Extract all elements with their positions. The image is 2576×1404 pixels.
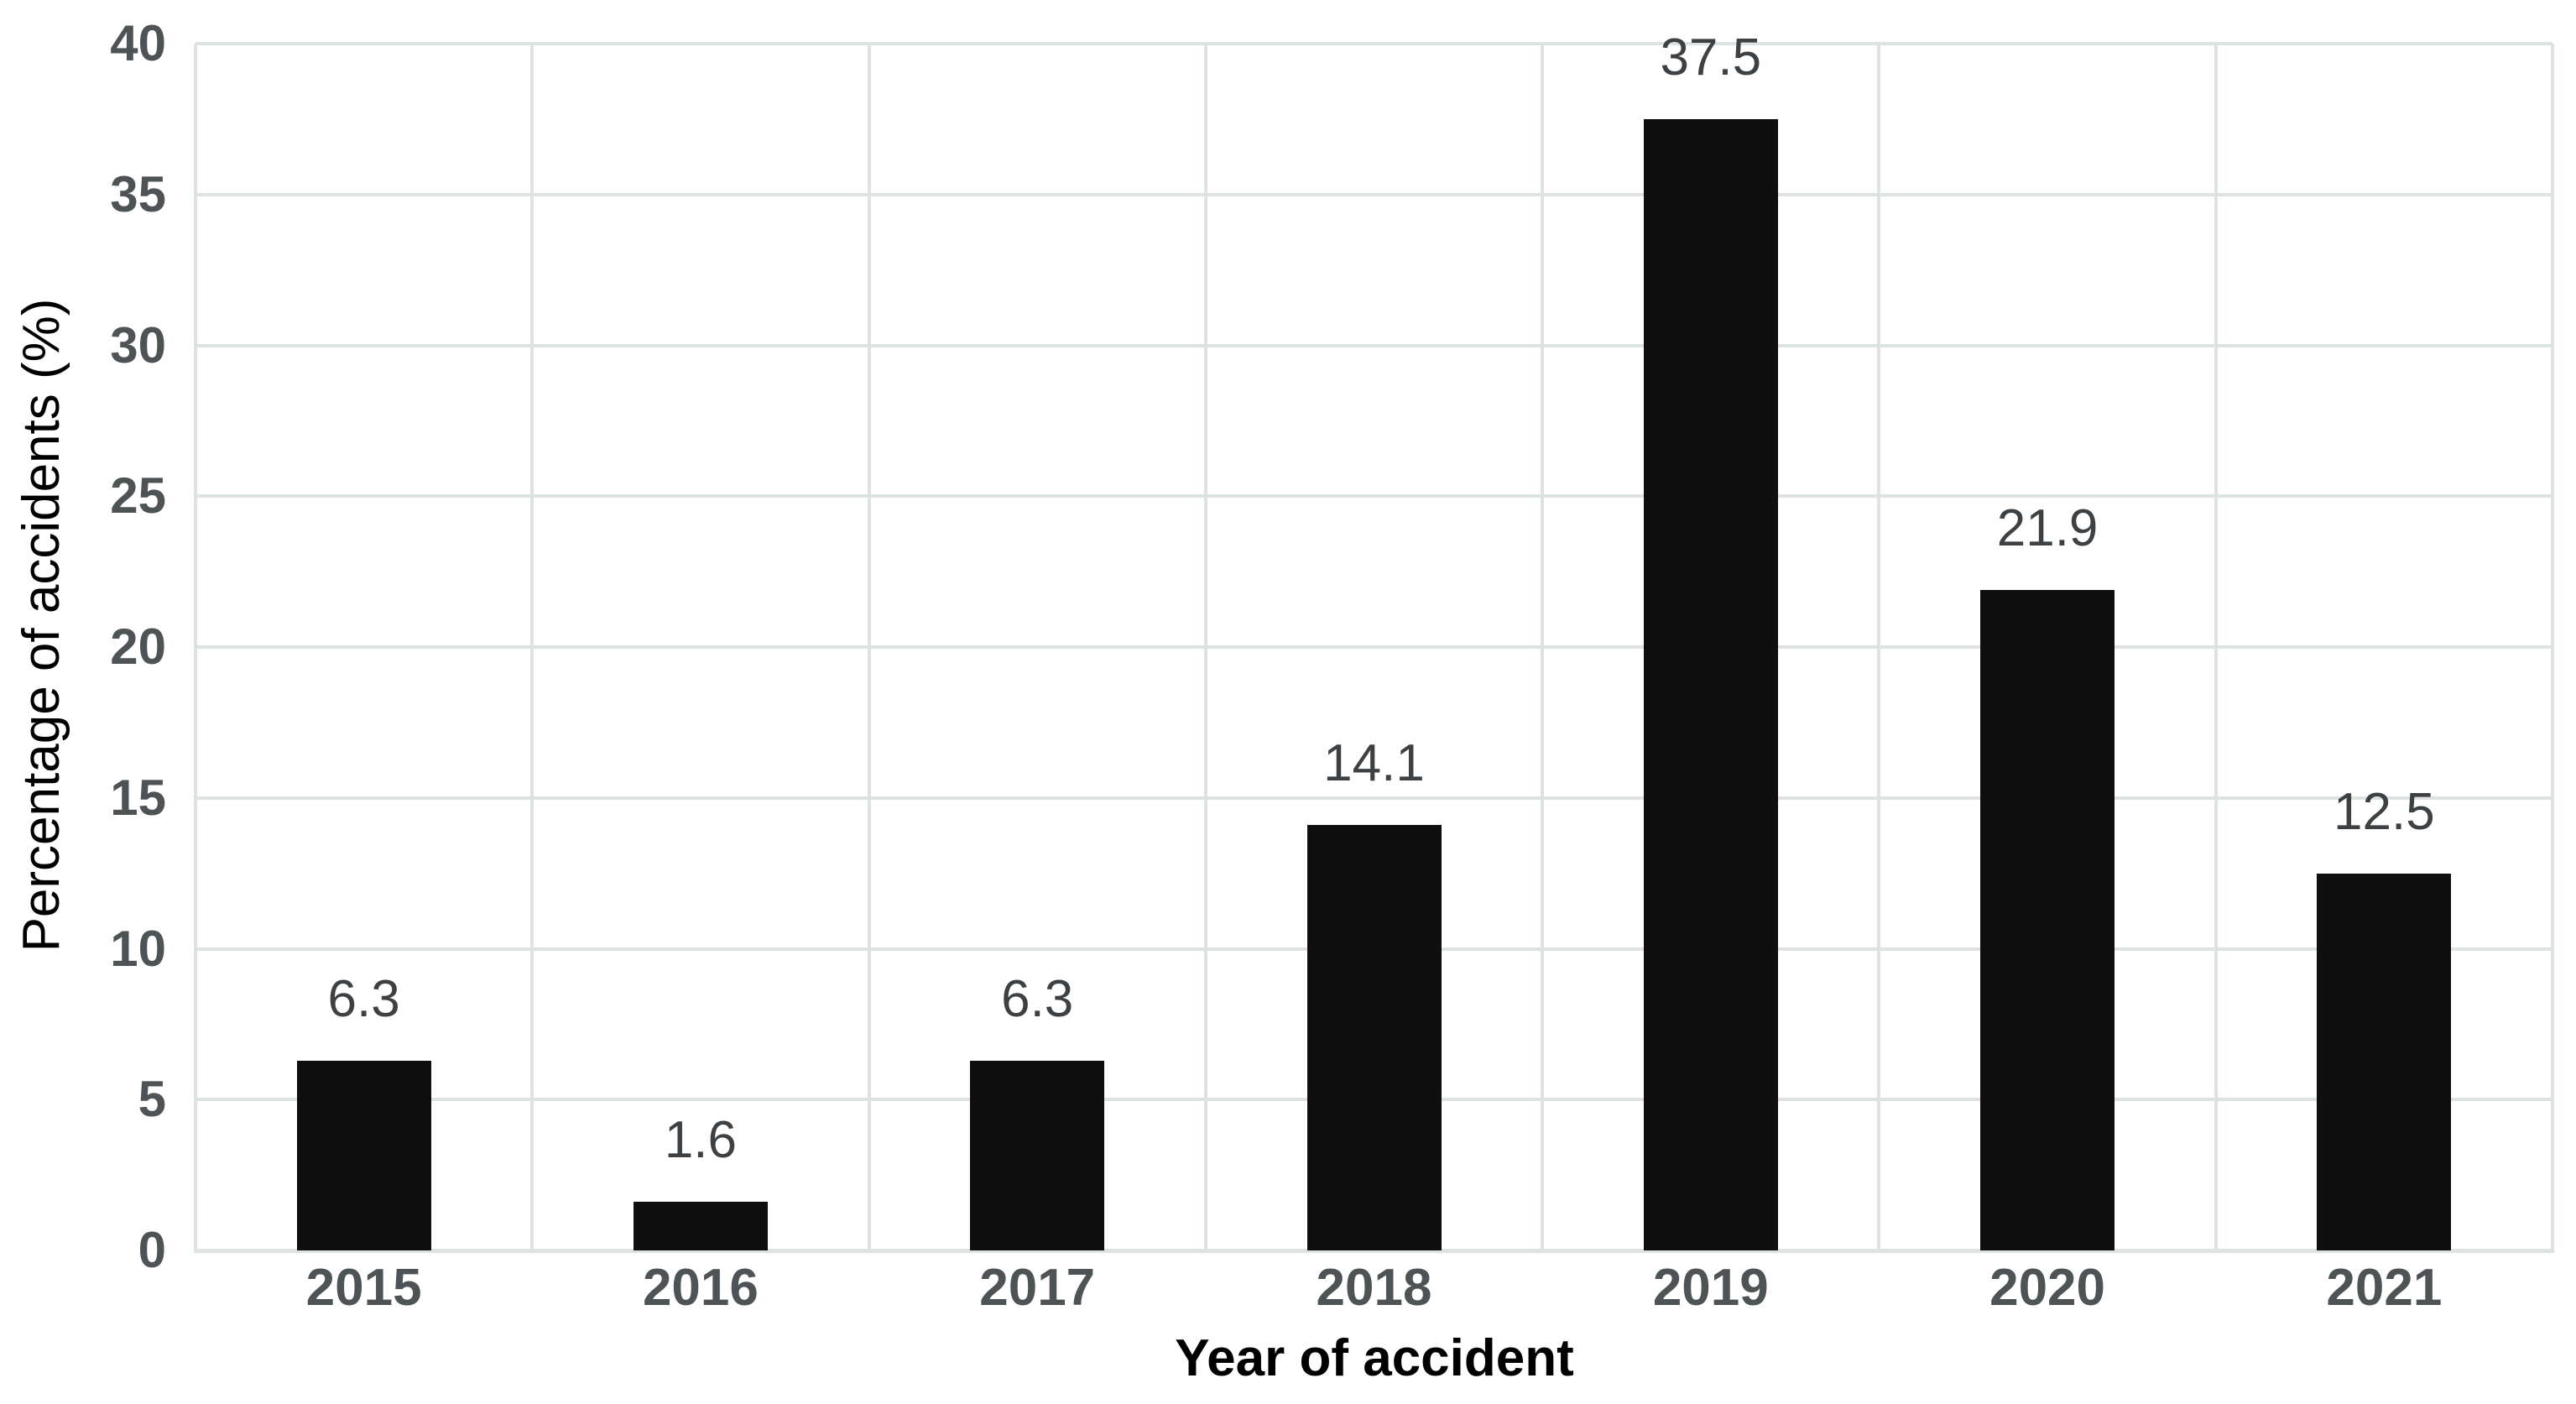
x-axis-line [196, 1249, 2553, 1253]
bar-value-label: 21.9 [1996, 498, 2099, 557]
bar-2018 [1306, 825, 1442, 1250]
horizontal-gridline [196, 192, 2553, 196]
bar-2020 [1980, 589, 2115, 1250]
bar-2015 [296, 1060, 431, 1250]
vertical-gridline [530, 44, 534, 1253]
x-tick-label: 2020 [1989, 1259, 2106, 1317]
bar-value-label: 1.6 [664, 1111, 738, 1170]
x-tick-label: 2016 [642, 1259, 759, 1317]
x-tick-label: 2015 [305, 1259, 422, 1317]
y-tick-label: 20 [110, 618, 166, 675]
bar-2021 [2317, 873, 2452, 1250]
x-tick-label: 2019 [1652, 1259, 1769, 1317]
y-tick-label: 10 [110, 920, 166, 977]
x-tick-label: 2017 [979, 1259, 1096, 1317]
bar-value-label: 37.5 [1660, 28, 1762, 86]
y-tick-label: 0 [138, 1222, 166, 1278]
vertical-gridline [1877, 44, 1881, 1253]
vertical-gridline [867, 44, 871, 1253]
bar-2016 [633, 1202, 768, 1250]
x-tick-label: 2018 [1316, 1259, 1432, 1317]
bar-value-label: 6.3 [1001, 969, 1074, 1028]
vertical-gridline [1541, 44, 1545, 1253]
y-tick-label: 5 [138, 1071, 166, 1128]
y-axis-line [194, 44, 197, 1253]
bar-value-label: 14.1 [1323, 734, 1425, 793]
horizontal-gridline [196, 494, 2553, 498]
y-tick-label: 40 [110, 15, 166, 71]
y-tick-label: 35 [110, 165, 166, 222]
y-axis-title: Percentage of accidents (%) [13, 298, 70, 953]
bar-2019 [1643, 118, 1778, 1250]
horizontal-gridline [196, 645, 2553, 649]
bar-value-label: 6.3 [327, 969, 400, 1028]
vertical-gridline [1203, 44, 1207, 1253]
y-tick-label: 30 [110, 316, 166, 373]
y-tick-label: 15 [110, 769, 166, 826]
horizontal-gridline [196, 796, 2553, 800]
horizontal-gridline [196, 343, 2553, 347]
y-tick-label: 25 [110, 467, 166, 525]
bar-2017 [970, 1060, 1105, 1250]
plot-right-border [2551, 44, 2554, 1253]
x-tick-label: 2021 [2326, 1259, 2443, 1317]
x-axis-title: Year of accident [1175, 1329, 1574, 1387]
vertical-gridline [2214, 44, 2218, 1253]
horizontal-gridline [196, 42, 2553, 45]
bar-value-label: 12.5 [2334, 782, 2435, 841]
